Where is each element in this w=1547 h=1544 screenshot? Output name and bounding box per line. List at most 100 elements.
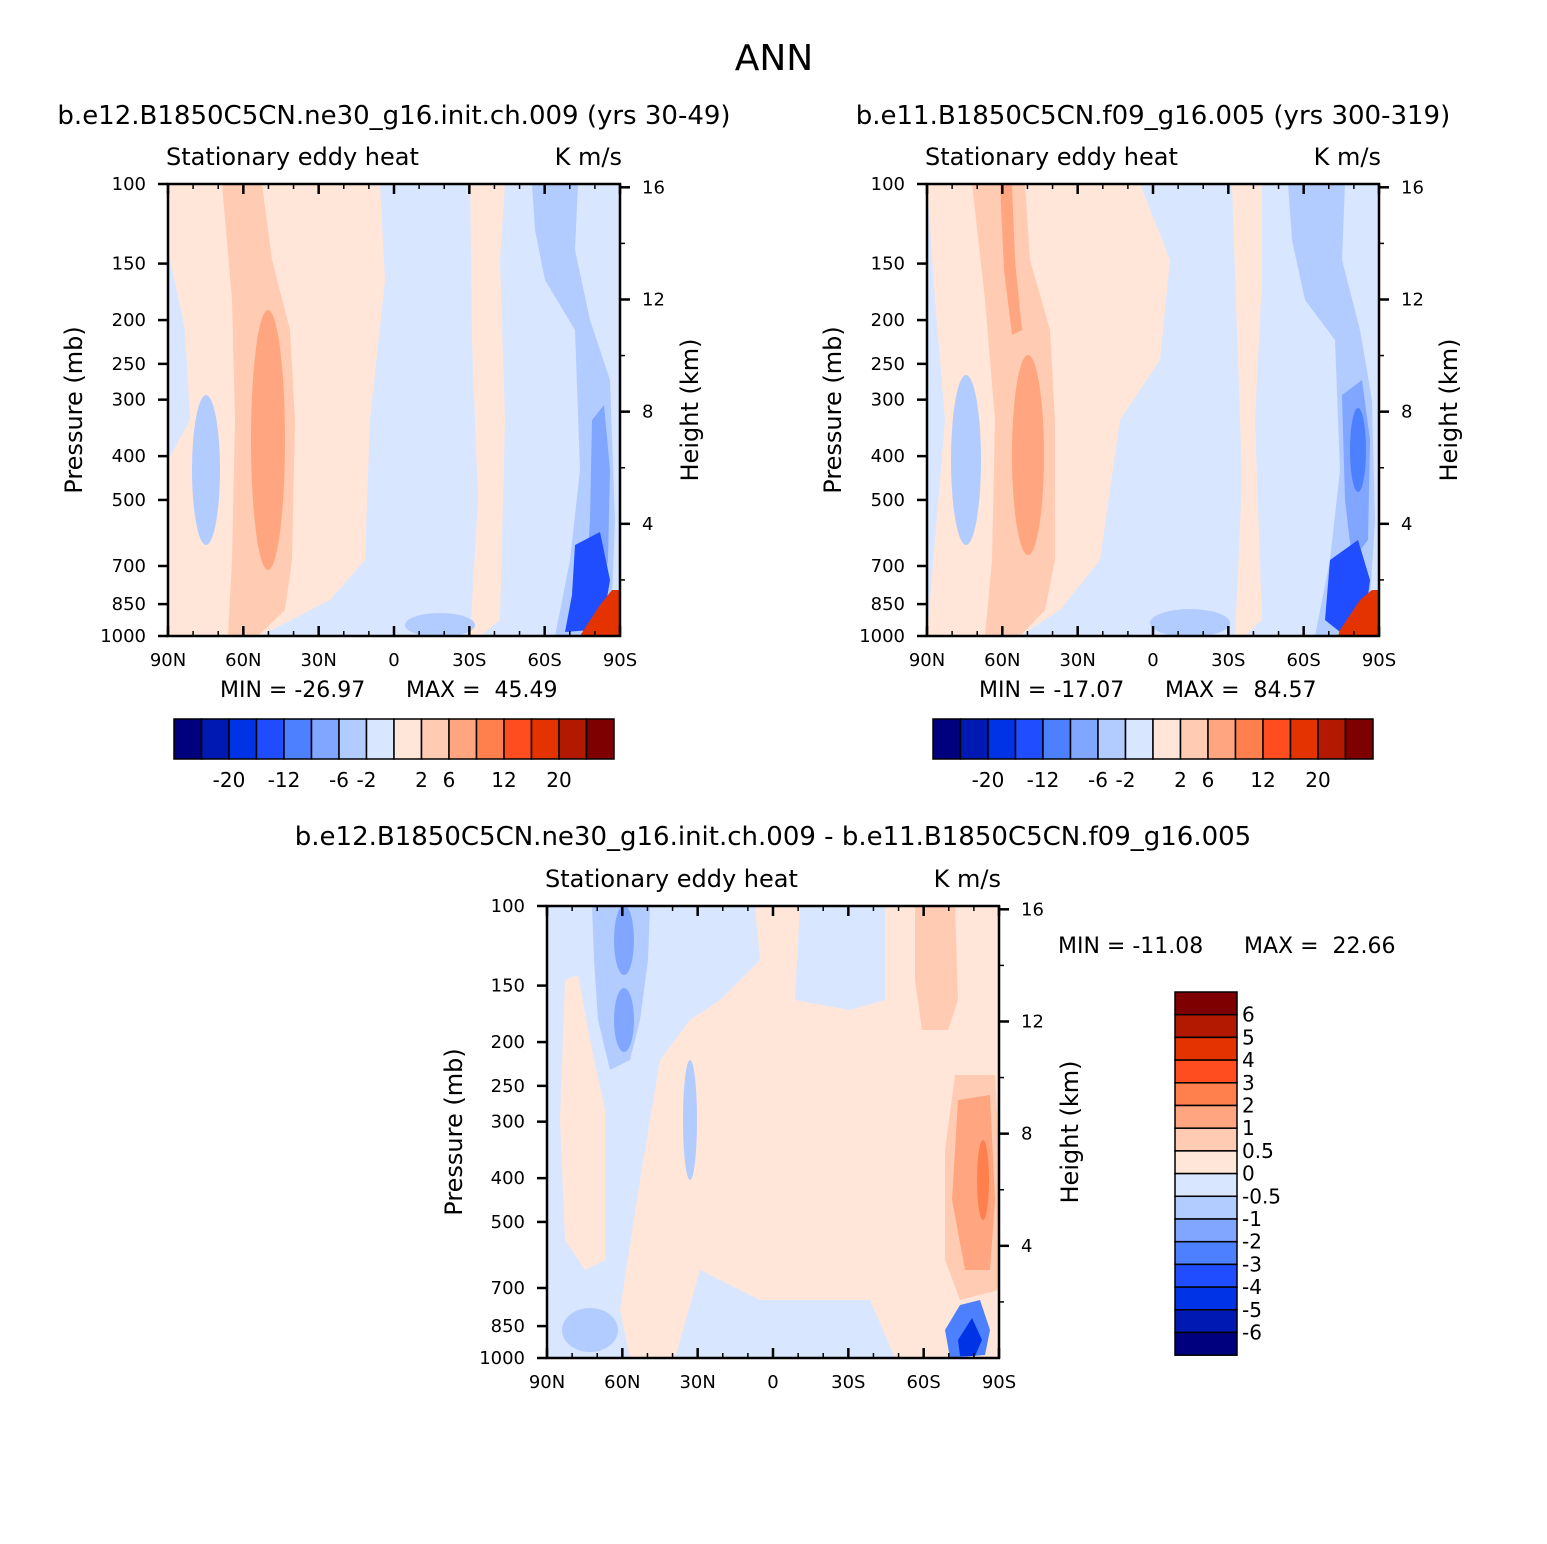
colorbar-box: [1174, 1082, 1238, 1107]
x-tick-label: 0: [388, 650, 399, 671]
colorbar-label: -5: [1242, 1298, 1262, 1322]
colorbar-box: [1174, 1218, 1238, 1243]
colorbar-label: 6: [1242, 1003, 1255, 1027]
panel-3-right-string: K m/s: [934, 865, 1001, 893]
x-tick-label: 0: [767, 1372, 778, 1393]
colorbar-box: [1174, 1172, 1238, 1198]
colorbar-label: -20: [213, 768, 246, 792]
colorbar-label: 3: [1242, 1071, 1255, 1095]
panel-3-axes: 90N 60N 30N 0 30S 60S 90S 100 150 200 250 300 400 500…: [479, 896, 1044, 1393]
colorbar-box: [228, 718, 258, 760]
colorbar-box: [365, 718, 395, 760]
x-tick-label: 60N: [225, 650, 261, 671]
colorbar-box: [1014, 718, 1044, 760]
y-tick-label: 1000: [100, 626, 146, 647]
y-tick-label: 150: [491, 976, 525, 997]
colorbar-box: [1174, 991, 1238, 1016]
panel-2-region-jet-upper: [1000, 184, 1022, 335]
colorbar-label: -12: [268, 768, 301, 792]
colorbar-box: [200, 718, 230, 760]
colorbar-label: -0.5: [1242, 1184, 1281, 1208]
colorbar-box: [1317, 718, 1347, 760]
panel-3-region-sh-positive-upper: [915, 906, 958, 1030]
colorbar-box: [1174, 1104, 1238, 1129]
y-tick-label: 150: [871, 254, 905, 275]
y-tick-label: 400: [871, 446, 905, 467]
panel-3-max-label: MAX = 22.66: [1244, 934, 1396, 959]
y-tick-label: 850: [112, 594, 146, 615]
panel-1-ylabel: Pressure (mb): [60, 326, 88, 493]
colorbar-label: 12: [491, 768, 516, 792]
colorbar-box: [1174, 1150, 1238, 1175]
panel-2-region-sh-negative-core: [1350, 408, 1366, 492]
colorbar-box: [338, 718, 368, 760]
panel-2-region-surface-negative: [1150, 609, 1230, 636]
x-tick-label: 60S: [527, 650, 561, 671]
y-tick-label: 700: [491, 1278, 525, 1299]
y-tick-label: 200: [871, 310, 905, 331]
y-tick-label: 300: [871, 390, 905, 411]
colorbar-label: 2: [1242, 1094, 1255, 1118]
colorbar-box: [448, 718, 478, 760]
colorbar-label: -2: [357, 768, 377, 792]
x-tick-label: 60N: [604, 1372, 640, 1393]
panel-1-region-nh-negative: [192, 395, 220, 545]
y-tick-label: 700: [112, 556, 146, 577]
colorbar-box: [1344, 718, 1374, 760]
panel-3-region-surface-negative: [562, 1308, 618, 1352]
colorbar-box: [393, 718, 423, 760]
x-tick-label: 90N: [909, 650, 945, 671]
panel-1-right-string: K m/s: [555, 143, 622, 171]
panel-3-region-nh-negative: [592, 906, 650, 1070]
panel-3-left-string: Stationary eddy heat: [545, 865, 798, 893]
colorbar-box: [1207, 718, 1237, 760]
x-tick-label: 30N: [1059, 650, 1095, 671]
colorbar-box: [987, 718, 1017, 760]
y-tick-label: 100: [491, 896, 525, 917]
colorbar-label: -3: [1242, 1252, 1262, 1276]
y-tick-label: 100: [871, 174, 905, 195]
y-tick-label: 300: [112, 390, 146, 411]
panel-1-region-jet-core: [251, 310, 285, 570]
panel-2-ylabel: Pressure (mb): [819, 326, 847, 493]
panel-2: b.e11.B1850C5CN.f09_g16.005 (yrs 300-319…: [819, 101, 1463, 792]
colorbar-label: -20: [972, 768, 1005, 792]
colorbar-box: [1174, 1309, 1238, 1334]
panel-3-region-nh-negative-core: [614, 988, 634, 1052]
y-tick-label: 1000: [479, 1348, 525, 1369]
colorbar-box: [1174, 1286, 1238, 1311]
y-tick-label: 300: [491, 1112, 525, 1133]
y-tick-label: 250: [871, 354, 905, 375]
panel-1-region-sh-positive-surface: [580, 590, 620, 636]
colorbar-label: 2: [1174, 768, 1187, 792]
colorbar-box: [1179, 718, 1209, 760]
x-tick-label: 30S: [452, 650, 486, 671]
colorbar-label: 0: [1242, 1162, 1255, 1186]
figure-title: ANN: [735, 38, 814, 79]
y-tick-label: 200: [491, 1032, 525, 1053]
panel-2-title: b.e11.B1850C5CN.f09_g16.005 (yrs 300-319…: [856, 101, 1450, 131]
colorbar-box: [1174, 1036, 1238, 1061]
y-tick-label: 200: [112, 310, 146, 331]
panel-1-y2label: Height (km): [676, 339, 704, 482]
panel-1: b.e12.B1850C5CN.ne30_g16.init.ch.009 (yr…: [57, 101, 730, 792]
colorbar-box: [932, 718, 962, 760]
panel-3-region-nh-positive-edge: [560, 975, 605, 1270]
panel-1-region-surface-negative: [405, 613, 475, 636]
colorbar-box: [1174, 1240, 1238, 1266]
y2-tick-label: 8: [642, 402, 653, 423]
x-tick-label: 30S: [831, 1372, 865, 1393]
colorbar-label: -4: [1242, 1275, 1262, 1299]
colorbar-label: -6: [1242, 1321, 1262, 1345]
y2-tick-label: 12: [1021, 1011, 1044, 1032]
colorbar-label: 20: [546, 768, 571, 792]
colorbar-box: [1174, 1127, 1238, 1152]
x-tick-label: 60S: [1286, 650, 1320, 671]
colorbar-box: [1174, 1263, 1238, 1288]
panel-2-region-jet-core: [1012, 355, 1044, 555]
y2-tick-label: 8: [1021, 1124, 1032, 1145]
panel-2-right-string: K m/s: [1314, 143, 1381, 171]
panel-3-region-tropical-positive: [620, 906, 999, 1358]
